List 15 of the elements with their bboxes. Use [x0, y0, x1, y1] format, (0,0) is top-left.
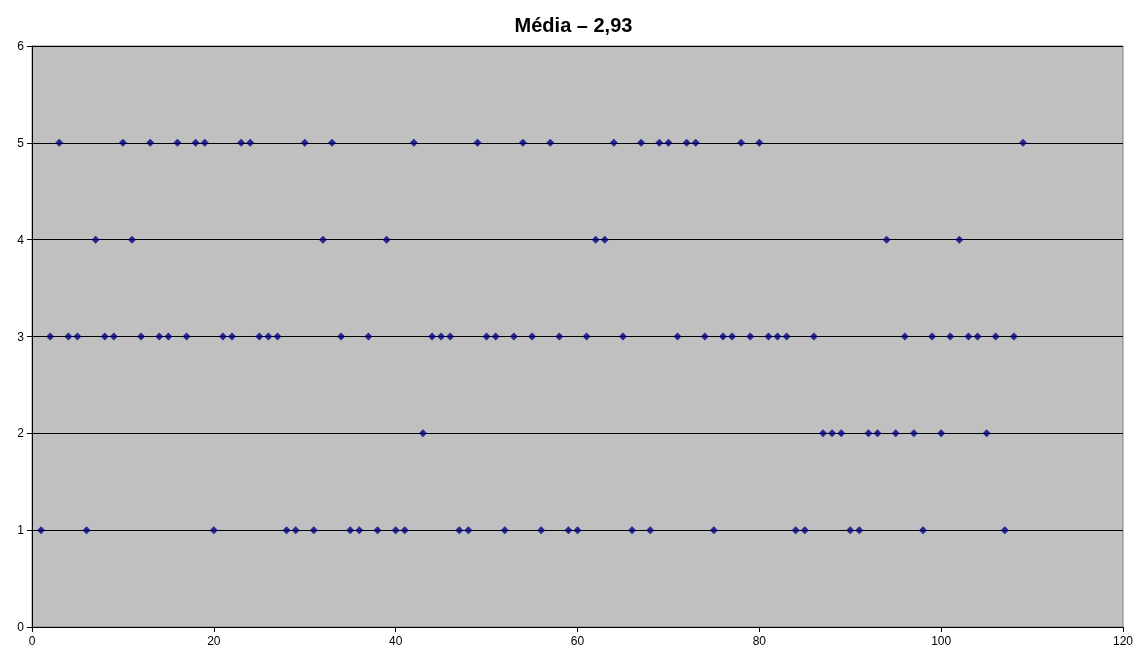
y-tick-label: 1	[17, 523, 25, 538]
chart-title: Média – 2,93	[514, 14, 633, 36]
x-tick-label: 60	[570, 634, 585, 648]
x-tick-label: 0	[28, 634, 36, 648]
x-tick-label: 120	[1112, 634, 1134, 648]
x-tick-label: 80	[752, 634, 767, 648]
y-tick-label: 3	[17, 329, 25, 344]
x-tick-label: 40	[388, 634, 403, 648]
y-tick-label: 0	[17, 620, 25, 634]
x-tick-label: 20	[207, 634, 221, 648]
y-tick-label: 2	[17, 426, 25, 441]
y-tick-label: 5	[17, 135, 25, 150]
y-tick-label: 4	[17, 232, 25, 247]
y-tick-label: 6	[17, 39, 25, 53]
x-tick-label: 100	[931, 634, 952, 648]
